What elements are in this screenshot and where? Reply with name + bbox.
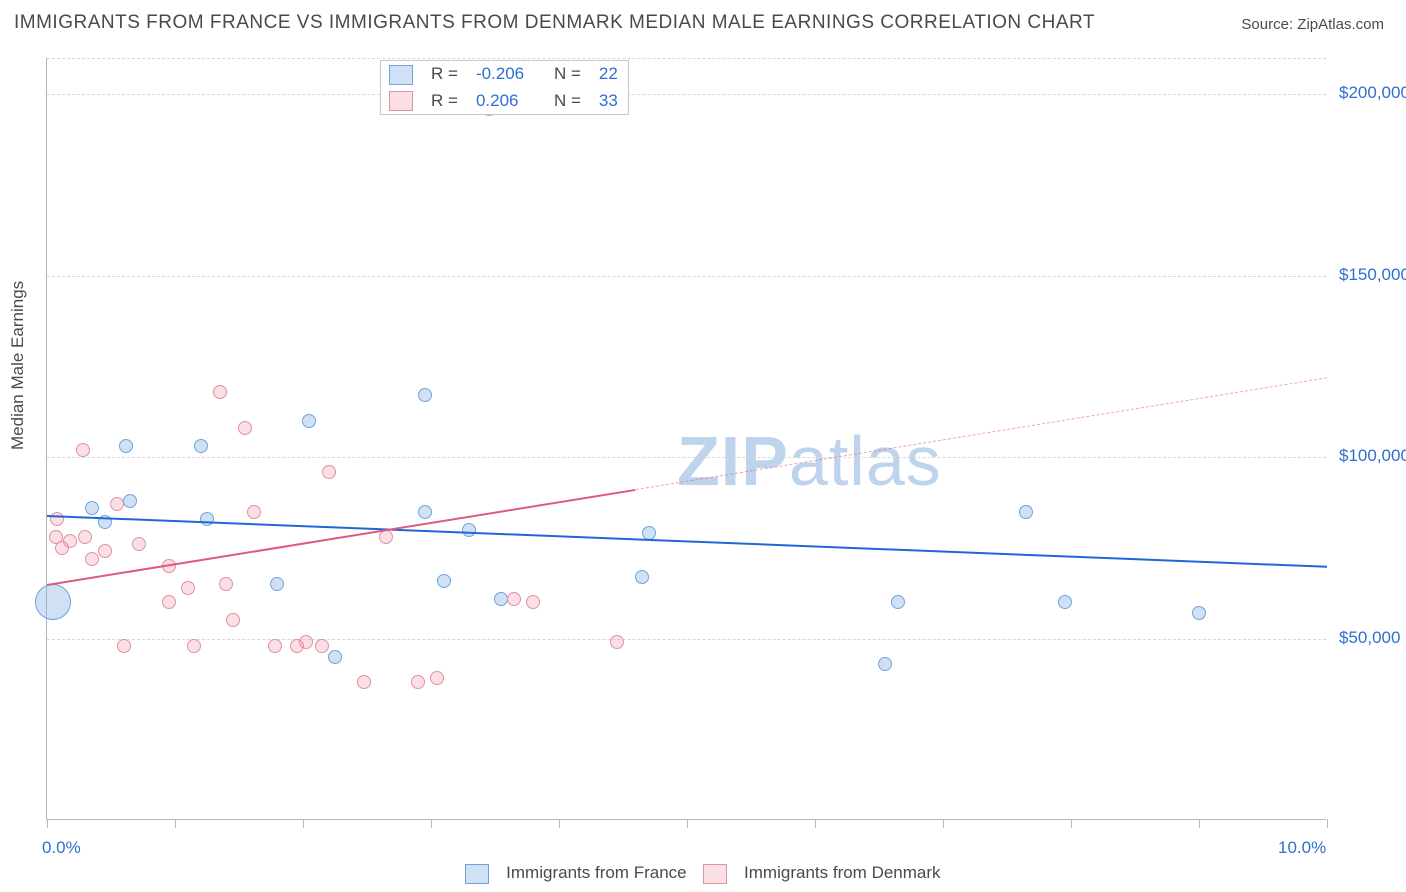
legend-series: Immigrants from France Immigrants from D… [0, 863, 1406, 884]
scatter-point-denmark [98, 544, 112, 558]
scatter-point-france [302, 414, 316, 428]
scatter-point-france [1019, 505, 1033, 519]
scatter-point-denmark [181, 581, 195, 595]
gridline [47, 94, 1326, 95]
y-tick-label: $150,000 [1339, 265, 1406, 285]
scatter-point-france [418, 388, 432, 402]
legend-R-label: R = [423, 88, 468, 115]
x-tick [47, 819, 48, 828]
scatter-point-france [123, 494, 137, 508]
x-tick [815, 819, 816, 828]
legend-N-label: N = [546, 61, 591, 88]
scatter-point-france [119, 439, 133, 453]
scatter-point-france [437, 574, 451, 588]
gridline [47, 457, 1326, 458]
scatter-point-denmark [78, 530, 92, 544]
scatter-point-france [1058, 595, 1072, 609]
scatter-point-denmark [268, 639, 282, 653]
scatter-point-denmark [162, 595, 176, 609]
x-tick [303, 819, 304, 828]
trend-line [636, 377, 1327, 490]
scatter-point-france [878, 657, 892, 671]
scatter-point-denmark [226, 613, 240, 627]
legend-N-value: 33 [591, 88, 628, 115]
y-tick-label: $50,000 [1339, 628, 1400, 648]
legend-swatch [703, 864, 727, 884]
scatter-point-denmark [117, 639, 131, 653]
scatter-point-denmark [63, 534, 77, 548]
scatter-point-denmark [507, 592, 521, 606]
legend-R-value: -0.206 [468, 61, 546, 88]
scatter-point-denmark [526, 595, 540, 609]
x-tick [1071, 819, 1072, 828]
x-tick [431, 819, 432, 828]
scatter-point-denmark [322, 465, 336, 479]
chart-title: IMMIGRANTS FROM FRANCE VS IMMIGRANTS FRO… [14, 12, 1095, 34]
legend-stat-row-denmark: R =0.206N =33 [381, 88, 628, 115]
scatter-point-denmark [76, 443, 90, 457]
scatter-point-denmark [357, 675, 371, 689]
x-tick-label: 10.0% [1278, 838, 1326, 858]
scatter-point-denmark [238, 421, 252, 435]
scatter-point-france [418, 505, 432, 519]
scatter-point-denmark [610, 635, 624, 649]
x-tick [1327, 819, 1328, 828]
scatter-point-denmark [315, 639, 329, 653]
x-tick [943, 819, 944, 828]
scatter-point-denmark [411, 675, 425, 689]
legend-stat-row-france: R =-0.206N =22 [381, 61, 628, 88]
scatter-point-france [200, 512, 214, 526]
x-tick [559, 819, 560, 828]
x-tick [1199, 819, 1200, 828]
scatter-point-denmark [213, 385, 227, 399]
legend-R-value: 0.206 [468, 88, 546, 115]
x-tick [687, 819, 688, 828]
legend-stats-box: R =-0.206N =22R =0.206N =33 [380, 60, 629, 115]
scatter-point-denmark [379, 530, 393, 544]
legend-N-label: N = [546, 88, 591, 115]
legend-series-label-denmark: Immigrants from Denmark [739, 863, 940, 882]
scatter-point-france [270, 577, 284, 591]
legend-series-label-france: Immigrants from France [501, 863, 691, 882]
legend-N-value: 22 [591, 61, 628, 88]
scatter-point-france [194, 439, 208, 453]
source-attribution: Source: ZipAtlas.com [1241, 16, 1384, 33]
scatter-point-denmark [187, 639, 201, 653]
scatter-point-france [328, 650, 342, 664]
legend-R-label: R = [423, 61, 468, 88]
x-tick [175, 819, 176, 828]
gridline [47, 58, 1326, 59]
trend-line [47, 515, 1327, 568]
x-tick-label: 0.0% [42, 838, 81, 858]
legend-swatch [465, 864, 489, 884]
plot-area: ZIPatlas $50,000$100,000$150,000$200,000 [46, 58, 1326, 820]
y-tick-label: $100,000 [1339, 446, 1406, 466]
scatter-point-denmark [430, 671, 444, 685]
gridline [47, 276, 1326, 277]
gridline [47, 639, 1326, 640]
source-label: Source: [1241, 16, 1297, 33]
watermark-pre: ZIP [677, 422, 789, 500]
scatter-point-denmark [50, 512, 64, 526]
y-axis-label: Median Male Earnings [8, 281, 28, 450]
scatter-point-denmark [299, 635, 313, 649]
legend-swatch [389, 91, 413, 111]
y-tick-label: $200,000 [1339, 83, 1406, 103]
scatter-point-denmark [110, 497, 124, 511]
scatter-point-france [891, 595, 905, 609]
legend-swatch [389, 65, 413, 85]
scatter-point-france [635, 570, 649, 584]
scatter-point-denmark [219, 577, 233, 591]
source-value: ZipAtlas.com [1297, 16, 1384, 33]
scatter-point-france [35, 584, 71, 620]
scatter-point-france [85, 501, 99, 515]
scatter-point-france [1192, 606, 1206, 620]
scatter-point-denmark [85, 552, 99, 566]
scatter-point-france [462, 523, 476, 537]
scatter-point-denmark [132, 537, 146, 551]
legend-stats-table: R =-0.206N =22R =0.206N =33 [381, 61, 628, 114]
scatter-point-denmark [247, 505, 261, 519]
